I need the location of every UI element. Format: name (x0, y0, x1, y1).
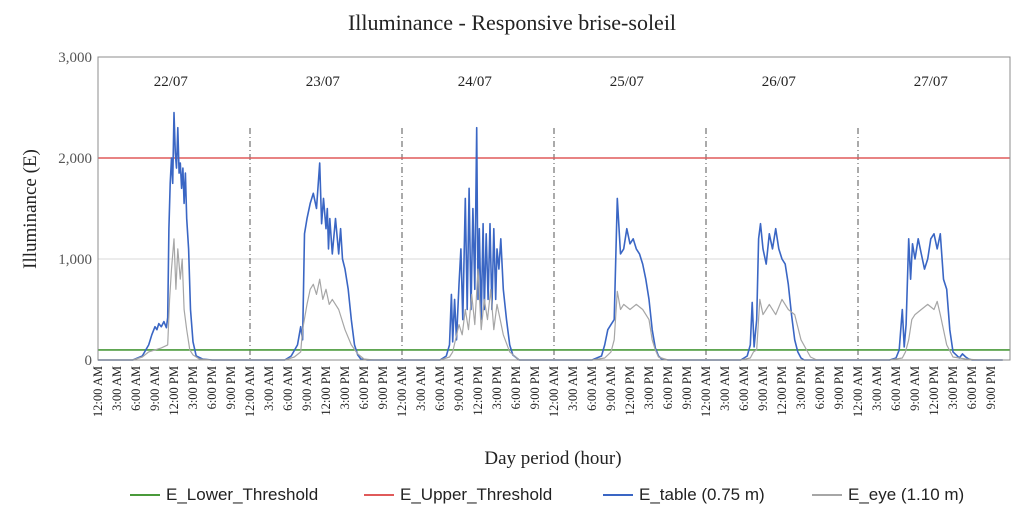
x-tick-label: 12:00 PM (167, 366, 181, 416)
legend-swatch (364, 494, 394, 496)
x-tick-label: 9:00 AM (604, 366, 618, 411)
x-tick-label: 6:00 PM (205, 366, 219, 409)
x-tick-label: 3:00 AM (414, 366, 428, 411)
threshold-layer (98, 157, 1010, 351)
x-tick-label: 3:00 PM (642, 366, 656, 409)
x-tick-label: 9:00 AM (908, 366, 922, 411)
x-tick-label: 3:00 AM (718, 366, 732, 411)
x-tick-label: 9:00 PM (376, 366, 390, 409)
x-tick-label: 12:00 AM (547, 366, 561, 417)
legend-item-upper-threshold: E_Upper_Threshold (364, 484, 552, 506)
legend-item-e-table: E_table (0.75 m) (603, 484, 765, 506)
legend: E_Lower_Threshold E_Upper_Threshold E_ta… (0, 484, 1024, 506)
x-tick-label: 12:00 AM (699, 366, 713, 417)
x-tick-label: 6:00 PM (509, 366, 523, 409)
x-tick-label: 12:00 AM (243, 366, 257, 417)
legend-label: E_Upper_Threshold (400, 485, 553, 504)
y-tick-labels: 0 1,000 2,000 3,000 (58, 50, 92, 369)
x-tick-label: 12:00 PM (775, 366, 789, 416)
legend-swatch (812, 494, 842, 496)
y-tick-label: 1,000 (58, 252, 92, 268)
x-tick-label: 12:00 AM (91, 366, 105, 417)
x-tick-label: 9:00 AM (756, 366, 770, 411)
x-tick-label: 3:00 PM (946, 366, 960, 409)
x-tick-label: 6:00 AM (281, 366, 295, 411)
day-label: 26/07 (762, 74, 797, 90)
x-tick-label: 9:00 AM (148, 366, 162, 411)
series-e-table-line (98, 111, 1003, 361)
x-axis-title: Day period (hour) (484, 448, 621, 469)
x-tick-label: 9:00 PM (224, 366, 238, 409)
legend-swatch (130, 494, 160, 496)
frame-layer (97, 56, 1011, 361)
x-tick-label: 12:00 PM (471, 366, 485, 416)
x-tick-label: 6:00 AM (433, 366, 447, 411)
x-tick-label: 9:00 AM (452, 366, 466, 411)
chart-canvas: 0 1,000 2,000 3,000 12:00 AM 3:00 AM 6:00 AM 9… (20, 50, 1011, 469)
x-tick-label: 9:00 PM (832, 366, 846, 409)
y-axis-title: Illuminance (E) (20, 149, 41, 269)
x-tick-label: 6:00 PM (813, 366, 827, 409)
chart-title: Illuminance - Responsive brise-soleil (347, 10, 677, 35)
day-label: 27/07 (914, 74, 949, 90)
x-tick-labels: 12:00 AM 3:00 AM 6:00 AM 9:00 AM 12:00 PM 3:0… (91, 366, 998, 417)
x-tick-label: 6:00 PM (357, 366, 371, 409)
x-tick-label: 6:00 AM (585, 366, 599, 411)
x-tick-label: 3:00 PM (338, 366, 352, 409)
x-tick-label: 9:00 PM (680, 366, 694, 409)
x-tick-label: 12:00 PM (319, 366, 333, 416)
legend-item-lower-threshold: E_Lower_Threshold (130, 484, 318, 506)
y-tick-label: 2,000 (58, 151, 92, 167)
x-tick-label: 9:00 PM (984, 366, 998, 409)
x-tick-label: 3:00 AM (110, 366, 124, 411)
x-tick-label: 6:00 AM (737, 366, 751, 411)
x-tick-label: 3:00 PM (490, 366, 504, 409)
x-tick-label: 9:00 AM (300, 366, 314, 411)
x-tick-label: 12:00 AM (395, 366, 409, 417)
x-tick-label: 12:00 AM (851, 366, 865, 417)
x-tick-label: 12:00 PM (927, 366, 941, 416)
x-tick-label: 9:00 PM (528, 366, 542, 409)
legend-label: E_Lower_Threshold (166, 485, 319, 504)
day-label: 24/07 (458, 74, 493, 90)
x-tick-label: 3:00 PM (794, 366, 808, 409)
x-tick-label: 3:00 AM (262, 366, 276, 411)
day-label: 23/07 (306, 74, 341, 90)
x-tick-label: 12:00 PM (623, 366, 637, 416)
legend-item-e-eye: E_eye (1.10 m) (812, 484, 964, 506)
day-label: 22/07 (154, 74, 189, 90)
x-tick-label: 6:00 PM (661, 366, 675, 409)
x-tick-label: 6:00 PM (965, 366, 979, 409)
y-tick-label: 3,000 (58, 50, 92, 66)
series-e-eye-line (98, 238, 1003, 361)
x-tick-label: 3:00 AM (566, 366, 580, 411)
x-tick-label: 3:00 AM (870, 366, 884, 411)
x-tick-label: 6:00 AM (889, 366, 903, 411)
x-tick-label: 6:00 AM (129, 366, 143, 411)
day-label: 25/07 (610, 74, 645, 90)
legend-label: E_eye (1.10 m) (848, 485, 965, 504)
day-labels: 22/07 23/07 24/07 25/07 26/07 27/07 (154, 74, 949, 90)
y-tick-label: 0 (85, 353, 93, 369)
legend-label: E_table (0.75 m) (639, 485, 765, 504)
x-tick-label: 3:00 PM (186, 366, 200, 409)
series-layer (98, 111, 1003, 361)
legend-swatch (603, 494, 633, 496)
